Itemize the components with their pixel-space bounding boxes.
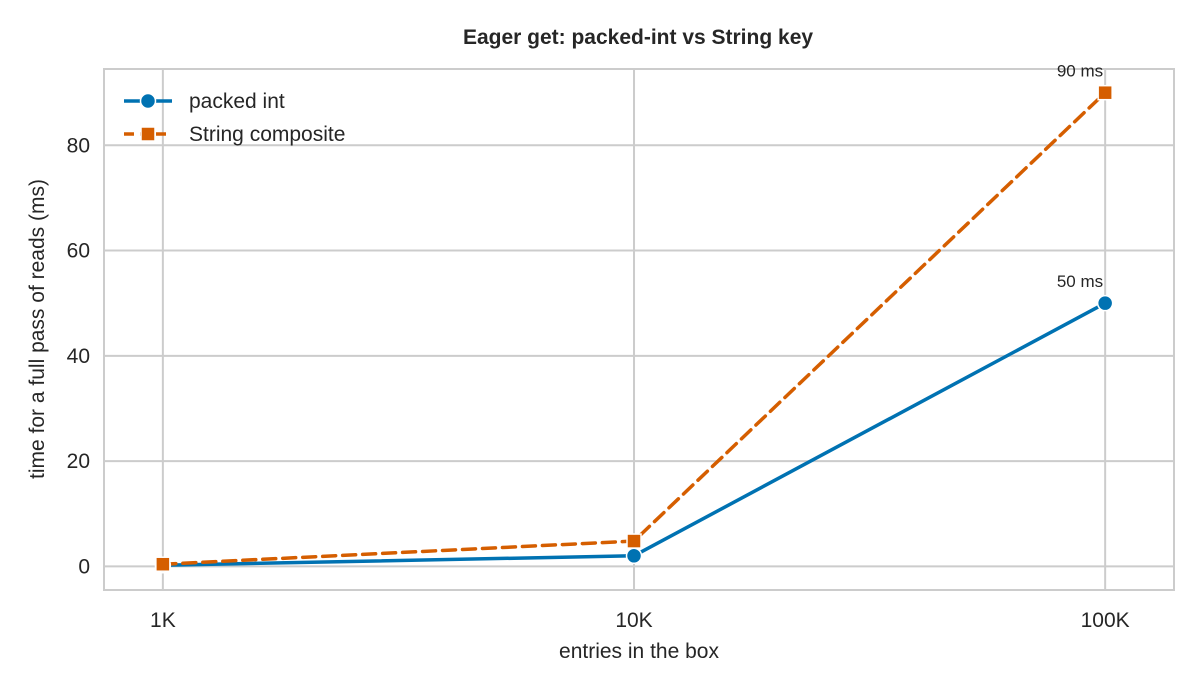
y-axis-label: time for a full pass of reads (ms) <box>26 179 49 479</box>
plot-background <box>103 68 1175 591</box>
y-tick-label: 0 <box>78 555 90 578</box>
data-point-string-composite <box>155 556 171 572</box>
x-tick-label: 1K <box>150 609 176 632</box>
y-tick-label: 40 <box>67 345 90 368</box>
data-point-packed-int <box>1096 294 1114 312</box>
x-axis-label: entries in the box <box>559 640 719 663</box>
y-tick-label: 80 <box>67 134 90 157</box>
legend-marker <box>139 92 157 110</box>
grid <box>104 69 1174 590</box>
data-point-string-composite <box>626 533 642 549</box>
data-label: 90 ms <box>1057 62 1103 81</box>
chart-title: Eager get: packed-int vs String key <box>463 26 813 49</box>
legend-marker <box>140 126 156 142</box>
y-axis-ticks: 0 20 40 60 80 <box>67 134 90 578</box>
series-markers <box>154 84 1114 574</box>
data-point-string-composite <box>1097 84 1113 101</box>
legend-label: String composite <box>189 123 345 146</box>
plot-area: 90 ms 50 ms <box>103 62 1175 591</box>
x-tick-label: 10K <box>615 609 652 632</box>
y-tick-label: 60 <box>67 240 90 263</box>
y-tick-label: 20 <box>67 450 90 473</box>
data-point-packed-int <box>625 547 643 565</box>
x-axis-ticks: 1K 10K 100K <box>150 609 1130 632</box>
annotations: 90 ms 50 ms <box>1057 62 1103 292</box>
data-label: 50 ms <box>1057 272 1103 291</box>
legend: packed int String composite <box>124 90 345 146</box>
x-tick-label: 100K <box>1081 609 1130 632</box>
legend-label: packed int <box>189 90 285 113</box>
